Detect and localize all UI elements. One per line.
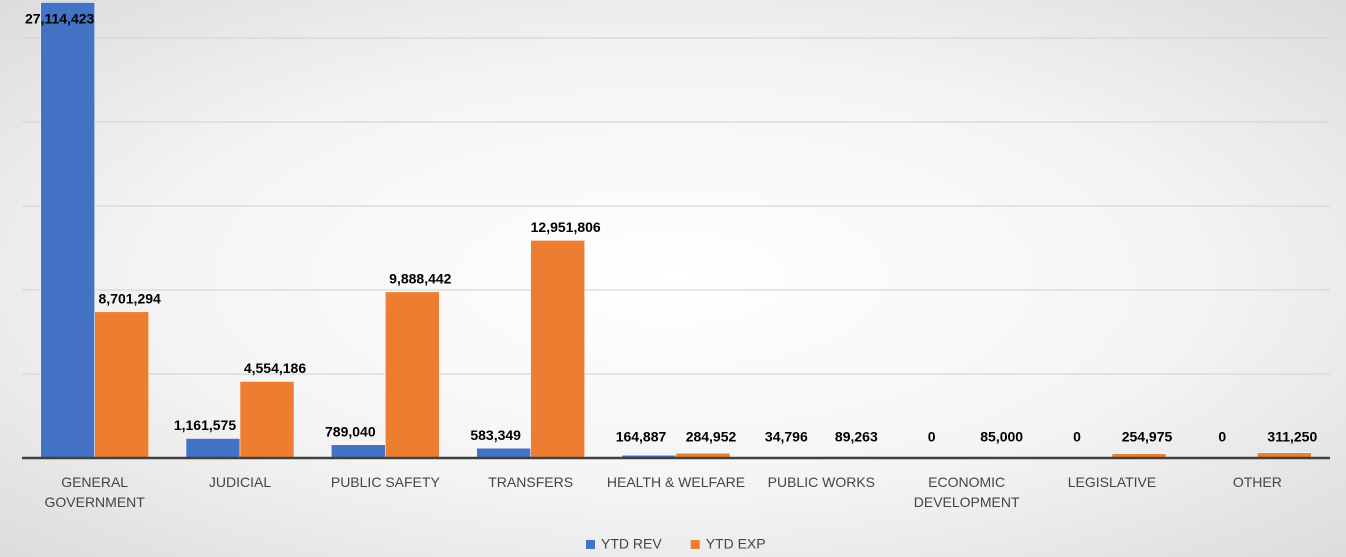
data-label: 8,701,294 xyxy=(99,291,161,307)
x-tick-label: PUBLIC SAFETY xyxy=(330,474,440,490)
bar xyxy=(94,311,149,459)
bar xyxy=(239,381,295,459)
data-label: 9,888,442 xyxy=(389,271,451,287)
data-label: 0 xyxy=(928,429,936,445)
data-label: 583,349 xyxy=(470,427,521,443)
bar xyxy=(385,291,440,459)
data-label: 254,975 xyxy=(1122,429,1173,445)
data-label: 85,000 xyxy=(980,429,1023,445)
data-label: 311,250 xyxy=(1267,429,1317,445)
legend-swatch xyxy=(586,540,595,549)
bar xyxy=(530,240,585,459)
legend-label: YTD EXP xyxy=(706,536,766,552)
data-label: 12,951,806 xyxy=(531,219,601,235)
data-label: 0 xyxy=(1073,429,1081,445)
data-label: 89,263 xyxy=(835,429,878,445)
data-label: 4,554,186 xyxy=(244,360,306,376)
data-label: 34,796 xyxy=(765,429,808,445)
x-tick-label: JUDICIAL xyxy=(208,474,272,490)
data-label: 789,040 xyxy=(325,423,376,439)
legend-swatch xyxy=(690,540,700,549)
legend-label: YTD REV xyxy=(601,536,662,552)
data-label: 27,114,423 xyxy=(25,11,95,27)
data-label: 164,887 xyxy=(616,429,667,445)
bar xyxy=(331,444,386,459)
bar xyxy=(40,2,95,459)
bar xyxy=(476,447,531,459)
x-tick-label: TRANSFERS xyxy=(488,474,574,490)
x-tick-label: ECONOMIC DEVELOPMENT xyxy=(913,474,1020,510)
data-label: 284,952 xyxy=(686,429,737,445)
x-tick-label: OTHER xyxy=(1232,474,1282,490)
x-tick-label: PUBLIC WORKS xyxy=(767,474,875,490)
x-tick-label: LEGISLATIVE xyxy=(1067,474,1157,490)
data-label: 1,161,575 xyxy=(174,417,236,433)
data-label: 0 xyxy=(1218,429,1226,445)
bar xyxy=(185,438,241,459)
x-tick-label: GENERAL GOVERNMENT xyxy=(44,474,145,510)
x-tick-label: HEALTH & WELFARE xyxy=(606,474,746,490)
